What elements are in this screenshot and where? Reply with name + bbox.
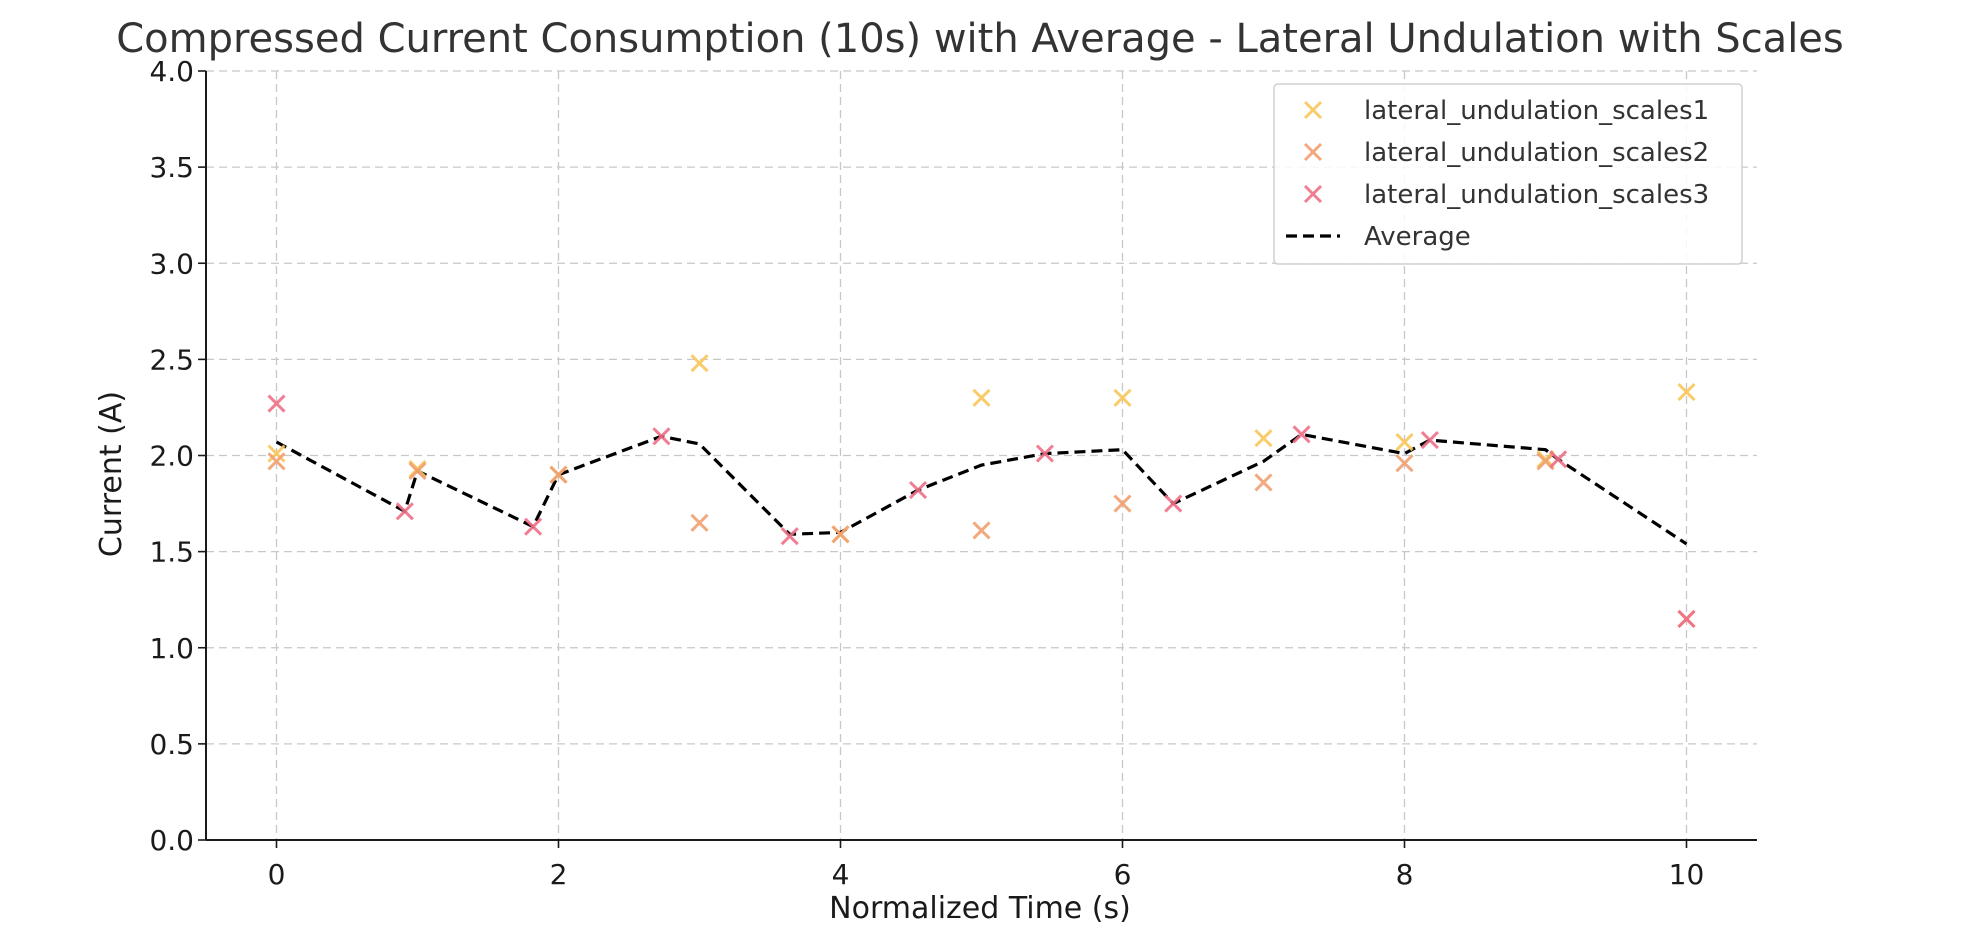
- data-point-series-2: [690, 513, 709, 532]
- y-tick-label: 2.5: [149, 343, 194, 376]
- data-point-series-2: [1254, 473, 1273, 492]
- data-point-series-2: [408, 461, 427, 480]
- data-point-series-2: [549, 465, 568, 484]
- data-point-series-3: [1292, 425, 1311, 444]
- data-point-series-2: [1113, 494, 1132, 513]
- marker-stroke: [831, 525, 850, 544]
- data-point-series-3: [267, 394, 286, 413]
- legend-label: lateral_undulation_scales2: [1364, 138, 1709, 168]
- data-point-series-3: [1035, 444, 1055, 463]
- legend-swatch-series-3: [1303, 184, 1323, 204]
- data-point-series-1: [267, 444, 286, 463]
- x-tick-label: 10: [1669, 858, 1705, 891]
- marker-stroke: [1035, 444, 1055, 463]
- data-point-series-2: [267, 452, 286, 471]
- y-tick-label: 1.0: [149, 632, 194, 665]
- marker-stroke: [267, 394, 286, 413]
- marker-stroke: [1113, 388, 1132, 407]
- y-tick-label: 0.5: [149, 728, 194, 761]
- legend-swatch-series-2: [1303, 142, 1323, 162]
- data-point-series-3: [1164, 494, 1183, 513]
- marker-stroke: [1536, 452, 1555, 471]
- legend-box: [1273, 83, 1743, 265]
- data-point-series-3: [524, 517, 543, 536]
- data-point-series-3: [1677, 609, 1696, 628]
- data-point-series-1: [1113, 388, 1132, 407]
- y-tick-label: 4.0: [149, 55, 194, 88]
- x-tick-label: 0: [268, 858, 286, 891]
- legend-label: lateral_undulation_scales1: [1364, 96, 1709, 126]
- ticks-layer: 0 2 4 6 8 10 0.0 0.5 1.0 1.5 2.0 2.5 3.0 3.5 4.0: [149, 55, 1704, 891]
- legend-label: Average: [1364, 222, 1471, 252]
- y-tick-label: 1.5: [149, 536, 194, 569]
- average-line-layer: [275, 432, 1688, 546]
- marker-stroke: [908, 481, 928, 500]
- marker-stroke: [1292, 425, 1311, 444]
- data-point-series-2: [831, 525, 850, 544]
- data-point-series-1: [690, 354, 709, 373]
- marker-stroke: [1113, 494, 1132, 513]
- marker-stroke: [395, 502, 414, 521]
- marker-stroke: [1549, 450, 1568, 469]
- data-point-series-1: [1254, 429, 1273, 448]
- points-layer: [267, 354, 1696, 628]
- marker-stroke: [1254, 429, 1273, 448]
- average-line: [275, 432, 1688, 546]
- chart-title: Compressed Current Consumption (10s) wit…: [116, 16, 1844, 62]
- marker-stroke: [780, 527, 799, 546]
- data-point-series-1: [972, 388, 991, 407]
- y-axis-label: Current (A): [94, 391, 129, 557]
- marker-stroke: [1303, 100, 1323, 120]
- marker-stroke: [524, 517, 543, 536]
- marker-stroke: [972, 388, 991, 407]
- data-point-series-2: [1395, 454, 1414, 473]
- y-tick-label: 0.0: [149, 824, 194, 857]
- y-tick-label: 2.0: [149, 440, 194, 473]
- legend-label: lateral_undulation_scales3: [1364, 180, 1709, 210]
- data-point-series-2: [972, 521, 991, 540]
- marker-stroke: [1164, 494, 1183, 513]
- data-point-series-3: [908, 481, 928, 500]
- marker-stroke: [267, 444, 286, 463]
- y-tick-label: 3.5: [149, 151, 194, 184]
- marker-stroke: [1677, 382, 1696, 402]
- x-tick-label: 4: [832, 858, 850, 891]
- data-point-series-3: [395, 502, 414, 521]
- data-point-series-3: [780, 527, 799, 546]
- marker-stroke: [267, 452, 286, 471]
- data-point-series-3: [652, 427, 671, 446]
- data-point-series-1: [1395, 432, 1414, 452]
- marker-stroke: [1254, 473, 1273, 492]
- x-tick-label: 2: [550, 858, 568, 891]
- data-point-series-3: [1549, 450, 1568, 469]
- legend-swatch-series-1: [1303, 100, 1323, 120]
- marker-stroke: [1395, 432, 1414, 452]
- legend: lateral_undulation_scales1 lateral_undula…: [1273, 83, 1743, 265]
- x-tick-label: 6: [1114, 858, 1132, 891]
- data-point-series-1: [1677, 382, 1696, 402]
- x-tick-label: 8: [1396, 858, 1414, 891]
- marker-stroke: [1303, 184, 1323, 204]
- marker-stroke: [1395, 454, 1414, 473]
- marker-stroke: [1420, 431, 1439, 450]
- marker-stroke: [652, 427, 671, 446]
- marker-stroke: [690, 354, 709, 373]
- marker-stroke: [408, 461, 427, 480]
- x-axis-label: Normalized Time (s): [829, 891, 1131, 926]
- data-point-series-3: [1420, 431, 1439, 450]
- y-tick-label: 3.0: [149, 247, 194, 280]
- marker-stroke: [1303, 142, 1323, 162]
- marker-stroke: [690, 513, 709, 532]
- marker-stroke: [1677, 609, 1696, 628]
- marker-stroke: [972, 521, 991, 540]
- marker-stroke: [549, 465, 568, 484]
